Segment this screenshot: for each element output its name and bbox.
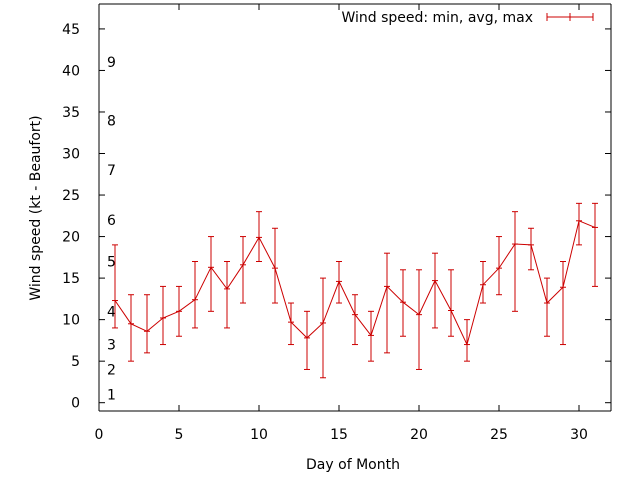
beaufort-label: 1 bbox=[107, 387, 116, 403]
y-tick-label: 30 bbox=[62, 147, 80, 163]
x-tick-label: 15 bbox=[330, 427, 348, 443]
x-tick-label: 25 bbox=[490, 427, 508, 443]
y-tick-label: 25 bbox=[62, 188, 80, 204]
beaufort-label: 7 bbox=[107, 163, 116, 179]
y-tick-label: 0 bbox=[71, 396, 80, 412]
x-tick-label: 5 bbox=[175, 427, 184, 443]
plot-frame bbox=[98, 3, 612, 412]
y-tick-label: 35 bbox=[62, 105, 80, 121]
y-tick-label: 5 bbox=[71, 354, 80, 370]
y-tick-label: 45 bbox=[62, 22, 80, 38]
beaufort-label: 5 bbox=[107, 254, 116, 270]
y-tick-label: 20 bbox=[62, 230, 80, 246]
legend: Wind speed: min, avg, max bbox=[341, 10, 594, 26]
beaufort-label: 8 bbox=[107, 113, 116, 129]
beaufort-label: 4 bbox=[107, 304, 116, 320]
y-tick-label: 15 bbox=[62, 271, 80, 287]
x-axis-label: Day of Month bbox=[306, 457, 400, 473]
beaufort-label: 9 bbox=[107, 55, 116, 71]
beaufort-label: 6 bbox=[107, 213, 116, 229]
data-series bbox=[112, 202, 598, 379]
beaufort-label: 2 bbox=[107, 362, 116, 378]
x-tick-label: 20 bbox=[410, 427, 428, 443]
x-tick-label: 0 bbox=[95, 427, 104, 443]
beaufort-label: 3 bbox=[107, 338, 116, 354]
y-axis-label: Wind speed (kt - Beaufort) bbox=[28, 115, 44, 300]
x-tick-label: 30 bbox=[570, 427, 588, 443]
legend-label: Wind speed: min, avg, max bbox=[341, 10, 533, 26]
y-tick-label: 40 bbox=[62, 63, 80, 79]
y-tick-label: 10 bbox=[62, 313, 80, 329]
x-tick-label: 10 bbox=[250, 427, 268, 443]
beaufort-scale-labels: 1 2 3 4 5 6 7 8 9 bbox=[107, 55, 116, 403]
